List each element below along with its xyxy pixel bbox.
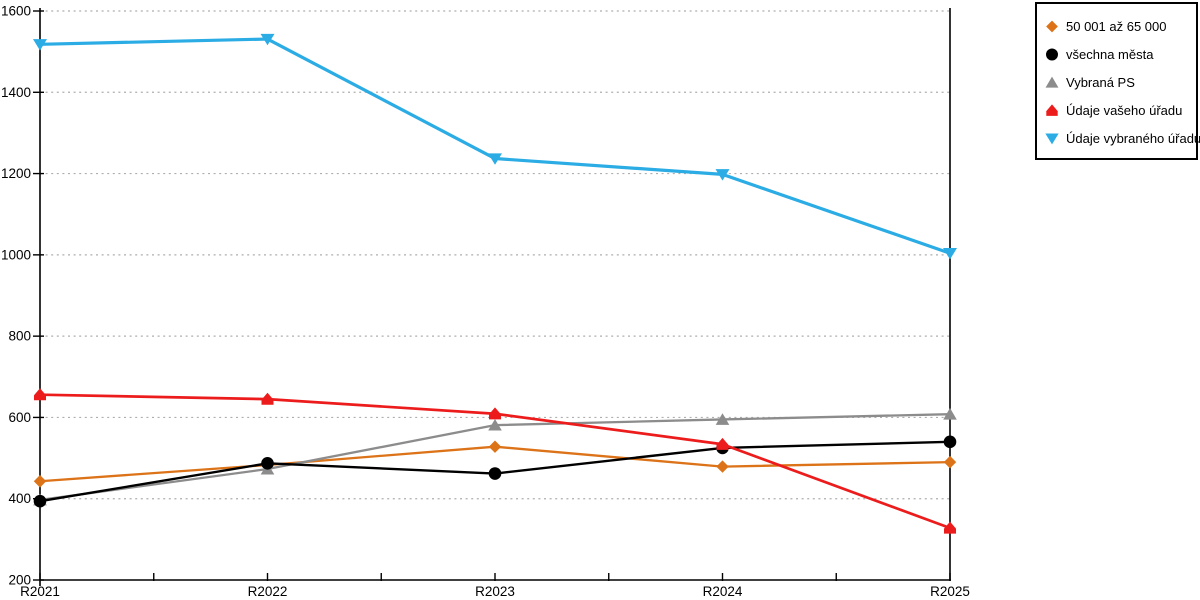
diamond-marker-icon (488, 440, 502, 453)
triangle-up-icon (1045, 76, 1059, 88)
legend-item-1[interactable]: všechna města (1044, 40, 1192, 68)
x-axis-label: R2023 (475, 584, 515, 599)
triangle-down-marker-icon (260, 33, 275, 46)
legend-item-0[interactable]: 50 001 až 65 000 (1044, 12, 1192, 40)
circle-marker-icon (488, 467, 502, 480)
diamond-icon (1046, 20, 1058, 32)
series-line (38, 37, 952, 255)
triangle-house-marker-icon (944, 521, 956, 534)
legend-label: Údaje vašeho úřadu (1066, 102, 1183, 118)
y-axis-label: 600 (8, 410, 31, 425)
y-axis-label: 800 (8, 329, 31, 344)
triangle-house-marker-icon (34, 388, 46, 401)
x-axis-label: R2021 (20, 584, 60, 599)
circle-marker-icon (943, 435, 957, 449)
triangle-house-marker-icon (716, 437, 729, 450)
y-axis-label: 1600 (1, 4, 31, 19)
diamond-marker-icon (943, 455, 957, 469)
legend-item-2[interactable]: Vybraná PS (1044, 68, 1192, 96)
diamond-marker-icon (716, 460, 729, 473)
legend-label: Údaje vybraného úřadu (1066, 130, 1200, 146)
legend-item-4[interactable]: Údaje vybraného úřadu (1044, 124, 1200, 152)
triangle-up-marker-icon (488, 418, 502, 431)
diamond-marker-icon (33, 475, 47, 488)
triangle-up-marker-icon (1045, 76, 1059, 88)
triangle-house-marker-icon (489, 407, 501, 420)
triangle-house-marker-icon (1046, 103, 1058, 116)
circle-marker-icon (261, 457, 274, 470)
x-axis-label: R2025 (930, 584, 970, 599)
triangle-house-marker-icon (261, 392, 274, 405)
y-axis-label: 1000 (1, 247, 31, 262)
triangle-down-marker-icon (715, 169, 730, 181)
series-2 (33, 407, 957, 506)
triangle-down-icon (1045, 133, 1059, 144)
chart-legend: 50 001 až 65 000 všechna města Vybraná PS Ú… (1035, 2, 1200, 160)
legend-label: 50 001 až 65 000 (1066, 18, 1167, 34)
triangle-house-icon (1046, 103, 1058, 116)
triangle-up-marker-icon (943, 407, 957, 420)
triangle-down-marker-icon (943, 248, 957, 260)
y-axis-label: 200 (8, 573, 31, 588)
circle-icon (1046, 48, 1058, 60)
triangle-down-marker-icon (488, 153, 502, 165)
x-axis-label: R2022 (248, 584, 288, 599)
diamond-marker-icon (1046, 20, 1058, 32)
triangle-down-marker-icon (1045, 133, 1059, 144)
circle-marker-icon (1046, 48, 1058, 60)
series-4 (33, 33, 957, 260)
x-axis-label: R2024 (703, 584, 743, 599)
circle-marker-icon (33, 494, 47, 508)
triangle-up-marker-icon (715, 413, 730, 425)
y-axis-label: 400 (8, 491, 31, 506)
series-3 (34, 388, 956, 534)
y-axis-label: 1400 (1, 85, 31, 100)
legend-item-3[interactable]: Údaje vašeho úřadu (1044, 96, 1192, 124)
y-axis-label: 1200 (1, 166, 31, 181)
legend-label: Vybraná PS (1066, 74, 1135, 90)
series-1 (33, 435, 957, 508)
legend-label: všechna města (1066, 46, 1154, 62)
triangle-down-marker-icon (33, 39, 47, 51)
